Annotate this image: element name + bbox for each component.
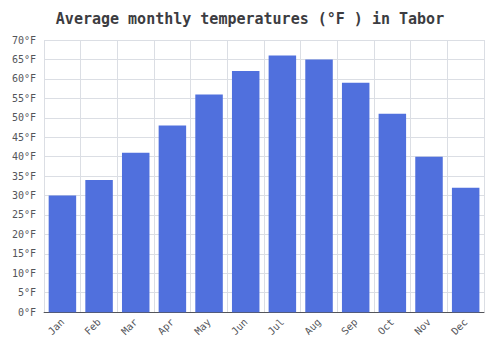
svg-text:Oct: Oct	[376, 316, 397, 337]
svg-text:Nov: Nov	[412, 316, 433, 337]
svg-text:35°F: 35°F	[12, 171, 36, 182]
svg-text:Aug: Aug	[302, 316, 323, 337]
svg-text:5°F: 5°F	[18, 287, 36, 298]
svg-text:Jan: Jan	[46, 316, 67, 337]
svg-text:25°F: 25°F	[12, 209, 36, 220]
svg-text:50°F: 50°F	[12, 112, 36, 123]
svg-text:70°F: 70°F	[12, 35, 36, 46]
svg-text:Average monthly temperatures (: Average monthly temperatures (°F ) in Ta…	[56, 10, 444, 28]
svg-text:Dec: Dec	[449, 316, 470, 337]
svg-text:15°F: 15°F	[12, 248, 36, 259]
svg-text:30°F: 30°F	[12, 190, 36, 201]
svg-text:40°F: 40°F	[12, 151, 36, 162]
svg-text:Sep: Sep	[339, 316, 360, 337]
svg-text:May: May	[192, 316, 213, 337]
svg-text:45°F: 45°F	[12, 132, 36, 143]
svg-text:10°F: 10°F	[12, 268, 36, 279]
svg-text:Jun: Jun	[229, 316, 250, 337]
svg-text:55°F: 55°F	[12, 93, 36, 104]
svg-text:Mar: Mar	[119, 316, 140, 337]
svg-text:20°F: 20°F	[12, 229, 36, 240]
svg-text:60°F: 60°F	[12, 73, 36, 84]
svg-text:Jul: Jul	[266, 316, 287, 337]
svg-text:Feb: Feb	[82, 316, 103, 337]
svg-text:Apr: Apr	[156, 316, 177, 337]
svg-text:0°F: 0°F	[18, 307, 36, 318]
svg-text:65°F: 65°F	[12, 54, 36, 65]
